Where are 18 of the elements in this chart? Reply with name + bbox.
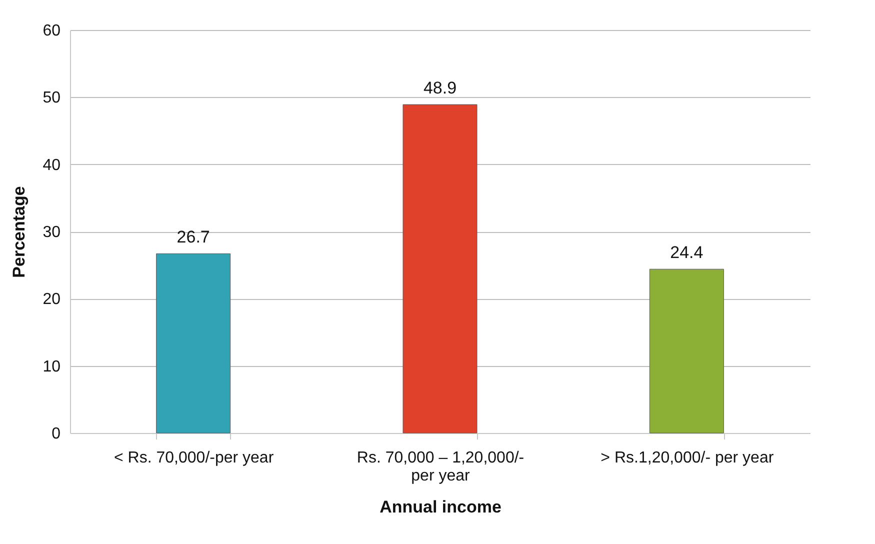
x-tick-label: < Rs. 70,000/-per year [114, 450, 274, 466]
x-tick-label: > Rs.1,20,000/- per year [600, 450, 774, 466]
y-tick-label: 0 [52, 426, 61, 442]
y-tick-label: 40 [42, 156, 61, 174]
x-tick-label: Rs. 70,000 – 1,20,000/- per year [356, 450, 524, 484]
bar [156, 253, 231, 434]
y-tick-label: 60 [42, 22, 61, 40]
bar [402, 104, 478, 434]
y-tick-label: 50 [42, 90, 61, 107]
data-label: 48.9 [423, 78, 457, 98]
x-axis-title: Annual income [380, 498, 502, 516]
y-axis-title: Percentage [10, 186, 29, 278]
y-tick-label: 10 [42, 358, 61, 376]
data-label: 24.4 [670, 243, 704, 262]
y-tick-label: 20 [42, 291, 61, 308]
bar [649, 268, 724, 434]
data-label: 26.7 [176, 228, 210, 247]
y-tick-label: 30 [42, 224, 61, 241]
